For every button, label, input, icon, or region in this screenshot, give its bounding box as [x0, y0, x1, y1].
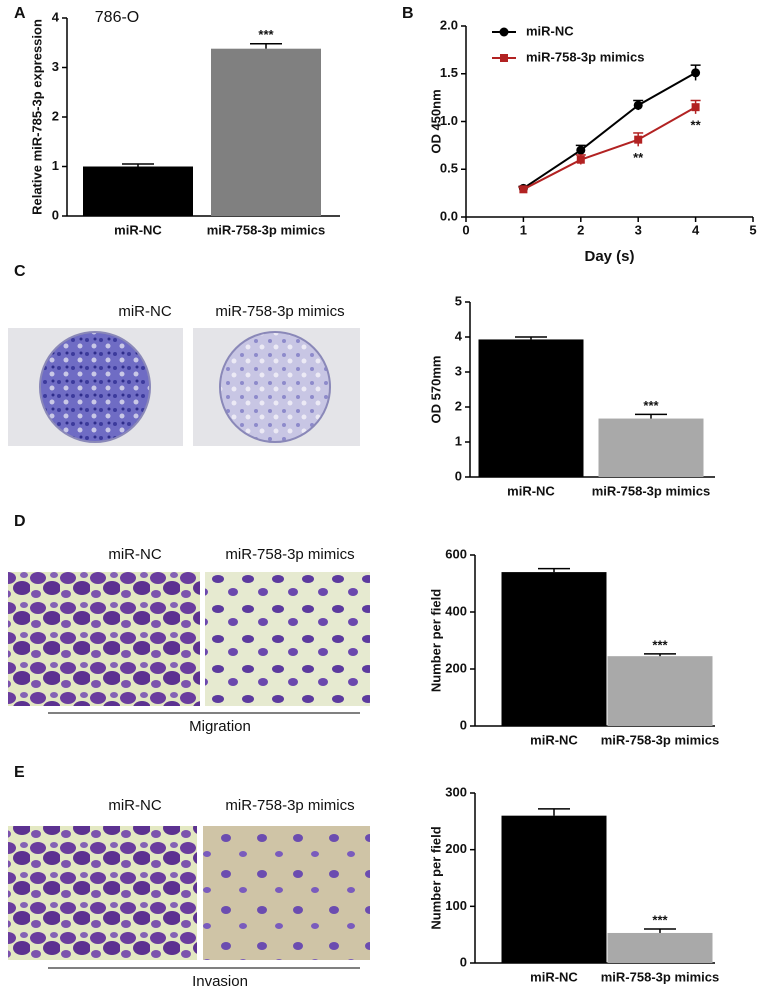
y-tick-label: 2 — [52, 108, 59, 123]
point — [576, 145, 586, 155]
panel-letter: B — [402, 5, 414, 22]
well — [39, 331, 151, 443]
panel-letter: C — [14, 263, 26, 280]
well — [219, 331, 331, 443]
x-tick-label: 0 — [462, 222, 469, 237]
panel-letter: E — [14, 764, 25, 781]
y-tick-label: 3 — [455, 363, 462, 378]
y-tick-label: 2 — [455, 398, 462, 413]
x-tick-label: miR-758-3p mimics — [601, 732, 720, 747]
x-tick-label: miR-NC — [530, 732, 578, 747]
image-label: miR-NC — [108, 797, 161, 814]
invasion-image — [8, 826, 197, 960]
y-tick-label: 0 — [460, 954, 467, 969]
x-tick-label: 2 — [577, 222, 584, 237]
x-tick-label: 5 — [749, 222, 756, 237]
x-axis-label: Day (s) — [584, 248, 634, 265]
x-tick-label: 4 — [692, 222, 700, 237]
series-line — [522, 106, 697, 191]
x-tick-label: miR-758-3p mimics — [601, 969, 720, 984]
point — [691, 103, 700, 112]
x-tick-label: 3 — [635, 222, 642, 237]
y-tick-label: 4 — [52, 9, 60, 24]
y-tick-label: 5 — [455, 293, 462, 308]
x-tick-label: miR-758-3p mimics — [207, 222, 326, 237]
y-tick-label: 400 — [445, 603, 467, 618]
bar — [607, 656, 713, 726]
y-tick-label: 0.0 — [440, 208, 458, 223]
legend-marker — [500, 54, 508, 62]
migration-image — [205, 572, 370, 706]
migration-image — [8, 572, 200, 706]
panel-letter: D — [14, 513, 26, 530]
image-label: miR-758-3p mimics — [225, 797, 354, 814]
point — [576, 155, 585, 164]
y-tick-label: 300 — [445, 784, 467, 799]
y-tick-label: 600 — [445, 546, 467, 561]
significance: *** — [258, 27, 274, 42]
image-label: miR-758-3p mimics — [215, 303, 344, 320]
image-label: miR-NC — [118, 303, 171, 320]
invasion-image — [203, 826, 370, 960]
x-tick-label: 1 — [520, 222, 527, 237]
point — [633, 100, 643, 110]
y-tick-label: 200 — [445, 841, 467, 856]
y-tick-label: 2.0 — [440, 17, 458, 32]
y-tick-label: 0 — [455, 468, 462, 483]
legend-label: miR-758-3p mimics — [526, 49, 645, 64]
image-caption: Invasion — [192, 973, 248, 990]
y-tick-label: 4 — [455, 328, 463, 343]
y-tick-label: 0 — [460, 717, 467, 732]
y-tick-label: 0.5 — [440, 161, 458, 176]
y-tick-label: 1.5 — [440, 65, 458, 80]
image-label: miR-NC — [108, 546, 161, 563]
significance: *** — [652, 912, 668, 927]
series-line — [522, 71, 697, 190]
x-tick-label: miR-NC — [530, 969, 578, 984]
bar — [607, 932, 713, 963]
y-tick-label: 1.0 — [440, 113, 458, 128]
image-label: miR-758-3p mimics — [225, 546, 354, 563]
y-axis-label: Number per field — [428, 589, 443, 692]
legend-marker — [499, 27, 509, 37]
significance: *** — [652, 637, 668, 652]
panel-letter: A — [14, 5, 26, 22]
bar — [501, 815, 607, 963]
point — [691, 68, 701, 78]
y-tick-label: 1 — [455, 433, 462, 448]
bar — [211, 48, 321, 216]
y-axis-label: OD 570mm — [428, 356, 443, 424]
bar — [83, 166, 193, 216]
significance: ** — [633, 150, 644, 165]
y-axis-label: OD 450nm — [428, 89, 443, 153]
y-tick-label: 0 — [52, 207, 59, 222]
bar — [478, 339, 584, 477]
x-tick-label: miR-NC — [507, 483, 555, 498]
y-tick-label: 1 — [52, 158, 59, 173]
y-tick-label: 3 — [52, 59, 59, 74]
y-tick-label: 100 — [445, 898, 467, 913]
y-tick-label: 200 — [445, 660, 467, 675]
x-tick-label: miR-758-3p mimics — [592, 483, 711, 498]
legend-label: miR-NC — [526, 23, 574, 38]
point — [519, 185, 528, 194]
significance: *** — [643, 398, 659, 413]
y-axis-label: Number per field — [428, 826, 443, 929]
y-axis-label: Relative miR-785-3p expression — [29, 19, 44, 215]
significance: ** — [691, 117, 702, 132]
bar — [598, 418, 704, 477]
chart-title: 786-O — [95, 9, 139, 26]
image-caption: Migration — [189, 718, 251, 735]
point — [634, 135, 643, 144]
x-tick-label: miR-NC — [114, 222, 162, 237]
bar — [501, 572, 607, 726]
